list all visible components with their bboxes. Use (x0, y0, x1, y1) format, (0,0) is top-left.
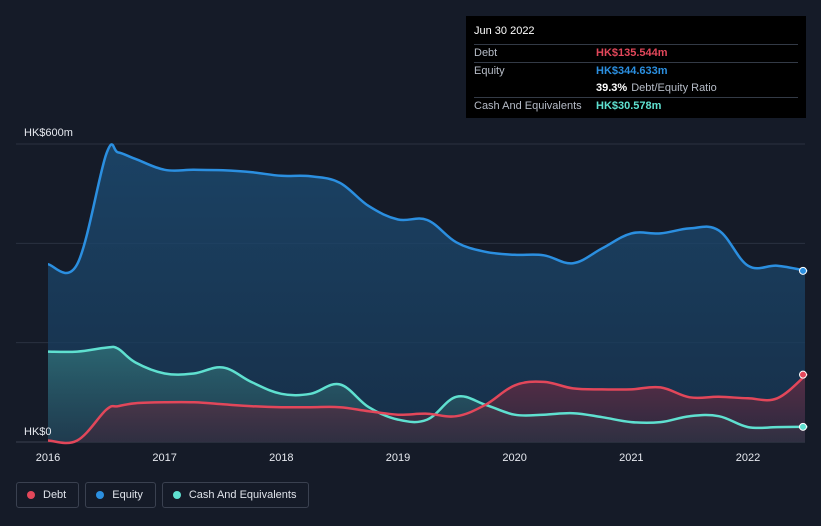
tooltip-row-cash: Cash And Equivalents HK$30.578m (474, 97, 798, 115)
axis-labels: HK$600m HK$0 2016 2017 2018 2019 2020 2021 2022 (24, 127, 760, 464)
y-tick-label-top: HK$600m (24, 127, 73, 139)
series-lines (47, 143, 808, 445)
debt-end-point[interactable] (799, 370, 807, 379)
tooltip-debt-label: Debt (474, 47, 498, 59)
tooltip-ratio-label: Debt/Equity Ratio (631, 82, 717, 94)
debt-dot-icon (27, 491, 35, 499)
debt-area (48, 374, 807, 443)
tooltip-panel: Jun 30 2022 Debt HK$135.544m Equity HK$3… (466, 16, 806, 118)
tooltip-ratio-value: 39.3% (596, 82, 628, 94)
series-end-points (799, 266, 807, 431)
legend-debt-label: Debt (43, 489, 67, 501)
equity-dot-icon (96, 491, 105, 499)
x-tick-label-2017: 2017 (152, 452, 176, 464)
tooltip-date: Jun 30 2022 (474, 25, 535, 37)
equity-line (47, 143, 808, 275)
x-tick-label-2018: 2018 (269, 452, 293, 464)
debt-line (47, 373, 808, 445)
legend-item-equity[interactable]: Equity (85, 482, 156, 508)
x-tick-label-2020: 2020 (502, 452, 526, 464)
equity-area (48, 144, 807, 442)
x-tick-label-2022: 2022 (736, 452, 760, 464)
x-tick-label-2021: 2021 (619, 452, 643, 464)
legend-cash-label: Cash And Equivalents (188, 489, 297, 501)
tooltip-cash-value: HK$30.578m (596, 100, 662, 112)
cash-dot-icon (172, 491, 181, 499)
cash-end-point[interactable] (799, 422, 807, 431)
tooltip-row-debt: Debt HK$135.544m (474, 44, 798, 62)
y-tick-label-bottom: HK$0 (24, 426, 52, 438)
tooltip-row-equity: Equity HK$344.633m (474, 62, 798, 80)
tooltip-row-ratio: 39.3% Debt/Equity Ratio (474, 80, 798, 97)
equity-end-point[interactable] (799, 266, 807, 275)
tooltip-cash-label: Cash And Equivalents (474, 100, 582, 112)
chart-legend: Debt Equity Cash And Equivalents (16, 482, 310, 508)
tooltip-equity-value: HK$344.633m (596, 65, 668, 77)
legend-equity-label: Equity (112, 489, 143, 501)
series-areas (48, 144, 807, 443)
x-tick-label-2019: 2019 (386, 452, 410, 464)
legend-item-debt[interactable]: Debt (16, 482, 80, 508)
tooltip-debt-value: HK$135.544m (596, 47, 668, 59)
legend-item-cash[interactable]: Cash And Equivalents (161, 482, 310, 508)
x-tick-label-2016: 2016 (36, 452, 60, 464)
cash-line (47, 345, 808, 430)
tooltip-equity-label: Equity (474, 65, 505, 77)
